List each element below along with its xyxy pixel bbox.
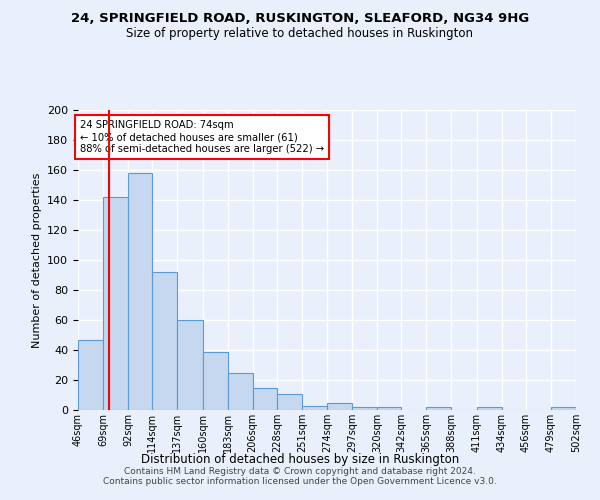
Bar <box>203 352 227 410</box>
Y-axis label: Number of detached properties: Number of detached properties <box>32 172 41 348</box>
Bar <box>227 372 253 410</box>
Bar <box>178 320 203 410</box>
Bar <box>377 407 401 410</box>
Text: Distribution of detached houses by size in Ruskington: Distribution of detached houses by size … <box>141 452 459 466</box>
Bar <box>427 407 451 410</box>
Bar <box>352 407 377 410</box>
Bar <box>103 197 128 410</box>
Text: 24, SPRINGFIELD ROAD, RUSKINGTON, SLEAFORD, NG34 9HG: 24, SPRINGFIELD ROAD, RUSKINGTON, SLEAFO… <box>71 12 529 26</box>
Bar <box>551 407 576 410</box>
Text: Contains HM Land Registry data © Crown copyright and database right 2024.
Contai: Contains HM Land Registry data © Crown c… <box>103 466 497 486</box>
Text: Size of property relative to detached houses in Ruskington: Size of property relative to detached ho… <box>127 28 473 40</box>
Bar <box>277 394 302 410</box>
Bar <box>476 407 502 410</box>
Bar <box>253 388 277 410</box>
Bar <box>302 406 327 410</box>
Text: 24 SPRINGFIELD ROAD: 74sqm
← 10% of detached houses are smaller (61)
88% of semi: 24 SPRINGFIELD ROAD: 74sqm ← 10% of deta… <box>80 120 325 154</box>
Bar <box>152 272 178 410</box>
Bar <box>78 340 103 410</box>
Bar <box>128 173 152 410</box>
Bar <box>327 402 352 410</box>
